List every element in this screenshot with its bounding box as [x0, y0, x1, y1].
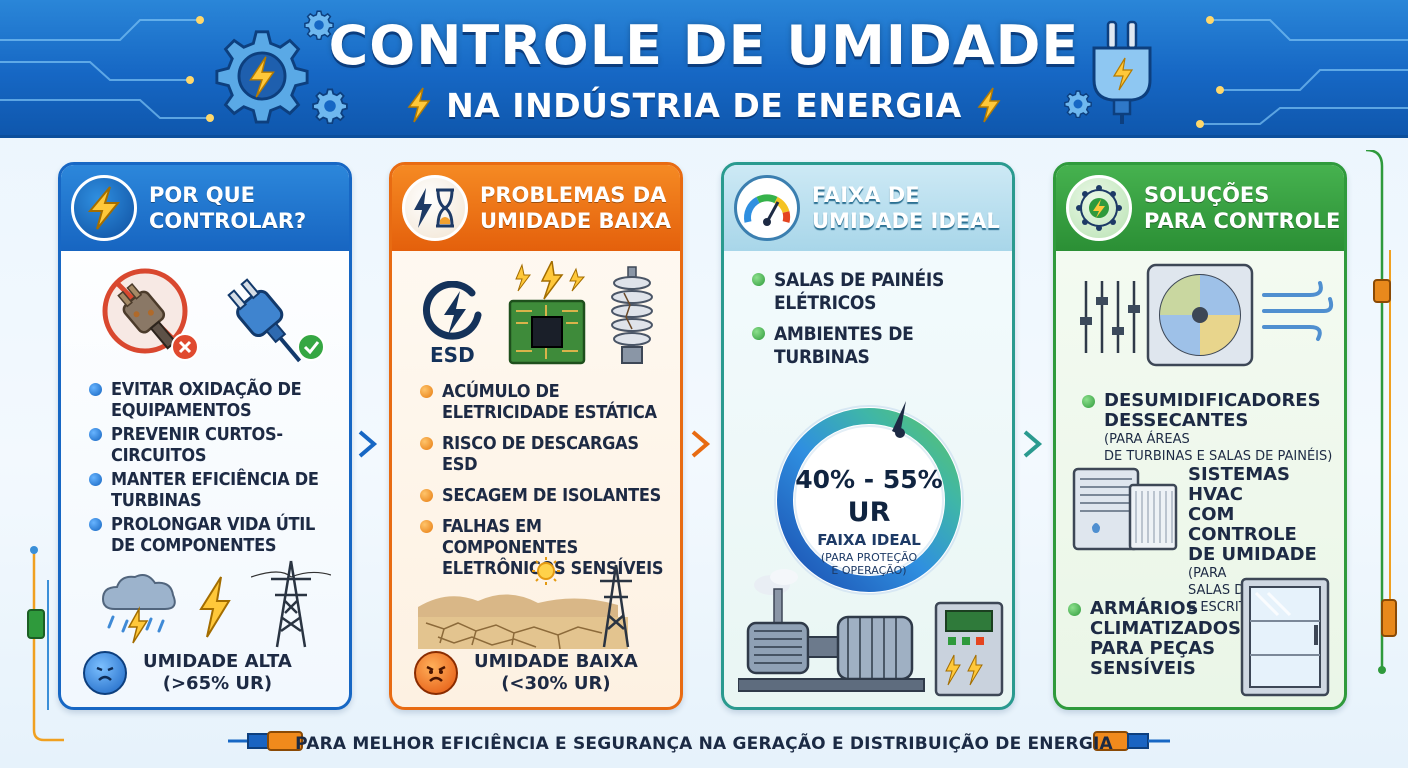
subtitle-row: NA INDÚSTRIA DE ENERGIA: [0, 80, 1408, 130]
small-gear-icon: [304, 10, 334, 40]
gauge-label: FAIXA IDEAL: [817, 531, 921, 549]
list-item: SECAGEM DE ISOLANTES: [418, 485, 668, 506]
solution-title: DESUMIDIFICADORES DESSECANTES (PARA ÁREA…: [1104, 390, 1321, 448]
lightning-bolt-icon: [407, 87, 431, 123]
control-sliders-icon: [1080, 281, 1140, 353]
power-plug-icon: [1092, 20, 1152, 124]
list-item: PREVENIR CURTOS-CIRCUITOS: [87, 424, 337, 466]
storm-cloud-icon: [101, 574, 176, 644]
list-item: PROLONGAR VIDA ÚTIL DE COMPONENTES: [87, 514, 337, 556]
esd-warning-icon: [422, 281, 482, 340]
panel-title: FAIXA DE UMIDADE IDEAL: [812, 183, 1000, 233]
arrow-right-icon: [691, 430, 711, 458]
panel-header: FAIXA DE UMIDADE IDEAL: [724, 165, 1012, 251]
condition-label: UMIDADE BAIXA (<30% UR): [474, 651, 638, 694]
esd-label: ESD: [430, 343, 475, 367]
list-item: MANTER EFICIÊNCIA DE TURBINAS: [87, 469, 337, 511]
condition-label: UMIDADE ALTA (>65% UR): [143, 651, 292, 694]
good-plug-icon: [227, 278, 325, 363]
panel-low-humidity-problems: PROBLEMAS DA UMIDADE BAIXA ESD ACÚ: [389, 162, 683, 710]
lightning-bolt-icon: [199, 576, 231, 638]
lightning-bolt-icon: [71, 175, 137, 241]
panel-title: PROBLEMAS DA UMIDADE BAIXA: [480, 183, 672, 233]
airflow-icon: [1262, 281, 1334, 341]
solution-climate-cabinets: ARMÁRIOS CLIMATIZADOS PARA PEÇAS SENSÍVE…: [1068, 598, 1241, 679]
gauge-unit: UR: [847, 497, 891, 528]
list-item: EVITAR OXIDAÇÃO DE EQUIPAMENTOS: [87, 379, 337, 421]
bolt-hourglass-icon: [402, 175, 468, 241]
gauge-icon: [734, 175, 800, 241]
panel-header: PROBLEMAS DA UMIDADE BAIXA: [392, 165, 680, 251]
power-tower-icon: [251, 560, 331, 648]
panel-header: SOLUÇÕES PARA CONTROLE: [1056, 165, 1344, 251]
panel-header: POR QUE CONTROLAR?: [61, 165, 349, 251]
sad-face-icon: [83, 651, 127, 695]
circuit-chip-icon: [508, 261, 586, 365]
connector-plug-icon: [228, 731, 303, 751]
hvac-unit-icon: [1072, 467, 1178, 551]
solution-note: DE TURBINAS E SALAS DE PAINÉIS): [1104, 449, 1333, 464]
connector-plug-icon: [1093, 731, 1170, 751]
side-circuit-right: [1365, 150, 1397, 674]
high-humidity-condition: UMIDADE ALTA (>65% UR): [83, 651, 292, 695]
panel-title: SOLUÇÕES PARA CONTROLE: [1144, 183, 1341, 233]
dehumidifier-fan-icon: [1146, 263, 1254, 367]
dry-land-icon: [418, 557, 632, 649]
arrow-right-icon: [1023, 430, 1043, 458]
arrow-right-icon: [358, 430, 378, 458]
list-item: AMBIENTES DE TURBINAS: [750, 323, 1000, 369]
list-item: RISCO DE DESCARGAS ESD: [418, 433, 668, 475]
humidity-gauge: 40% - 55% UR FAIXA IDEAL (PARA PROTEÇÃO …: [764, 395, 974, 605]
corroded-plug-icon: [102, 268, 199, 361]
generator-turbine-icon: [738, 569, 925, 692]
list-item: SALAS DE PAINÉIS ELÉTRICOS: [750, 269, 1000, 315]
circuit-decoration: [0, 16, 1408, 128]
control-panel-icon: [934, 601, 1004, 697]
angry-face-icon: [414, 651, 458, 695]
lightning-bolt-icon: [977, 87, 1001, 123]
panel-why-control: POR QUE CONTROLAR? EVITAR OXIDAÇÃO DE EQ…: [58, 162, 352, 710]
low-humidity-condition: UMIDADE BAIXA (<30% UR): [414, 651, 638, 695]
footer-tagline: PARA MELHOR EFICIÊNCIA E SEGURANÇA NA GE…: [295, 734, 1113, 754]
solution-dessicant-dehumidifiers: DESUMIDIFICADORES DESSECANTES (PARA ÁREA…: [1082, 390, 1344, 465]
gear-bolt-icon: [215, 30, 309, 124]
page-title: CONTROLE DE UMIDADE: [328, 14, 1080, 77]
panel-control-solutions: SOLUÇÕES PARA CONTROLE DESUMIDIFICADORES…: [1053, 162, 1347, 710]
gauge-dial: [774, 401, 964, 595]
panel-ideal-range: FAIXA DE UMIDADE IDEAL SALAS DE PAINÉIS …: [721, 162, 1015, 710]
climate-cabinet-icon: [1240, 577, 1330, 697]
network-bolt-icon: [1066, 175, 1132, 241]
list-item: ACÚMULO DE ELETRICIDADE ESTÁTICA: [418, 381, 668, 423]
small-gear-icon: [1064, 90, 1092, 118]
insulator-icon: [611, 266, 653, 364]
solution-title: ARMÁRIOS CLIMATIZADOS PARA PEÇAS SENSÍVE…: [1090, 598, 1241, 679]
solution-title: SISTEMAS HVAC COM CONTROLE DE UMIDADE (P…: [1188, 464, 1317, 582]
gauge-note: (PARA PROTEÇÃO E OPERAÇÃO): [820, 551, 918, 577]
page-subtitle: NA INDÚSTRIA DE ENERGIA: [446, 85, 962, 125]
side-circuit-left: [27, 546, 64, 742]
why-control-list: EVITAR OXIDAÇÃO DE EQUIPAMENTOS PREVENIR…: [87, 379, 337, 559]
ideal-environments-list: SALAS DE PAINÉIS ELÉTRICOS AMBIENTES DE …: [750, 269, 1000, 377]
gauge-range: 40% - 55%: [795, 465, 943, 494]
header-banner: CONTROLE DE UMIDADE NA INDÚSTRIA DE ENER…: [0, 0, 1408, 138]
panel-title: POR QUE CONTROLAR?: [149, 183, 307, 233]
small-gear-icon: [312, 88, 348, 124]
